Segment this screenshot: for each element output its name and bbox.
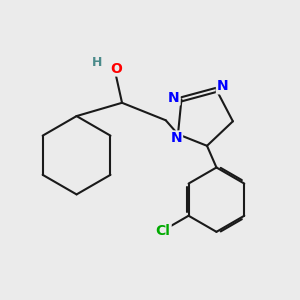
Text: N: N	[217, 80, 229, 93]
Text: Cl: Cl	[156, 224, 171, 238]
Text: N: N	[168, 91, 180, 104]
Text: O: O	[110, 61, 122, 76]
Text: N: N	[170, 131, 182, 146]
Text: H: H	[92, 56, 102, 69]
